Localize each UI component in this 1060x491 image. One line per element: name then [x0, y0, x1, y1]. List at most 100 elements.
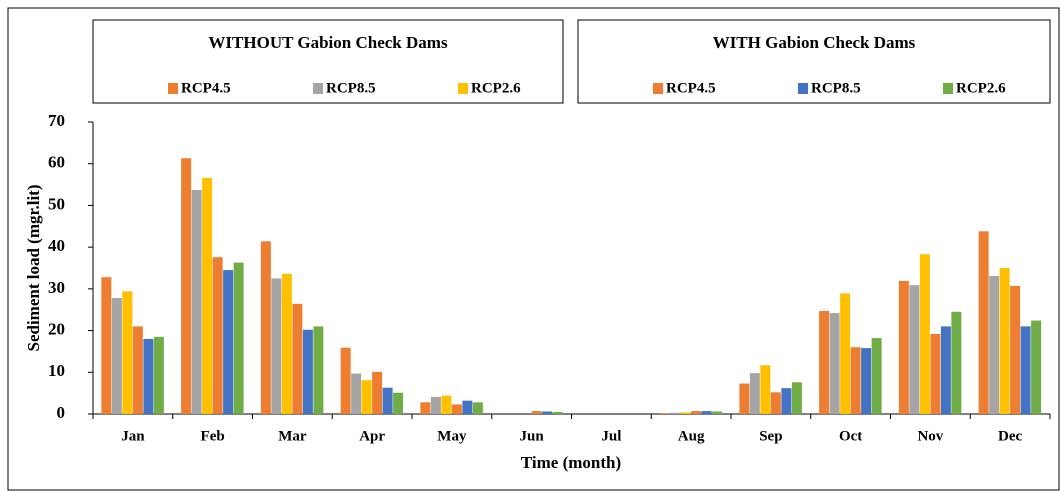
x-tick-label: Nov [917, 428, 943, 444]
bar [441, 395, 452, 414]
y-tick-label: 50 [48, 194, 65, 213]
bar [302, 329, 313, 414]
legend-label: RCP4.5 [666, 80, 716, 96]
x-tick-label: Jul [601, 428, 621, 444]
x-tick-label: Sep [759, 428, 782, 444]
bar [472, 402, 483, 414]
legend-swatch [168, 83, 178, 94]
bar [191, 189, 202, 414]
legend-swatch [653, 83, 663, 94]
x-axis-label: Time (month) [521, 453, 621, 472]
x-tick-label: Dec [998, 428, 1022, 444]
bar [260, 241, 271, 414]
y-tick-label: 60 [48, 153, 65, 172]
y-tick-label: 70 [48, 111, 65, 130]
bar [701, 411, 712, 414]
y-tick-label: 20 [48, 319, 65, 338]
x-tick-label: Apr [359, 428, 385, 444]
x-tick-label: Jun [520, 428, 545, 444]
y-tick-label: 30 [48, 278, 65, 297]
bar [233, 262, 244, 414]
bar [691, 411, 702, 414]
bar [951, 311, 962, 414]
bar [202, 177, 213, 414]
bar [760, 365, 771, 414]
bar [999, 268, 1010, 414]
bar [819, 310, 830, 414]
x-tick-label: Jan [121, 428, 145, 444]
legend-box [577, 19, 1051, 104]
bar [871, 338, 882, 414]
bar [749, 373, 760, 414]
bar [143, 338, 154, 414]
legend-label: RCP8.5 [811, 80, 861, 96]
bar [1031, 320, 1042, 414]
bar [451, 404, 462, 414]
x-tick-label: Feb [201, 428, 225, 444]
bar [372, 371, 383, 414]
bar [292, 303, 303, 414]
legend-swatch [313, 83, 323, 94]
bar [361, 380, 372, 414]
bar [153, 336, 164, 414]
legend-title: WITHOUT Gabion Check Dams [208, 33, 448, 52]
bar [712, 411, 723, 414]
legend-title: WITH Gabion Check Dams [713, 33, 916, 52]
bar [840, 293, 851, 414]
bar [1020, 326, 1031, 414]
bar [829, 313, 840, 414]
legend-label: RCP2.6 [956, 80, 1006, 96]
bar [670, 412, 681, 414]
bar [351, 373, 362, 414]
y-tick-label: 10 [48, 361, 65, 380]
bar [420, 402, 431, 414]
bar [930, 333, 941, 414]
bar [281, 273, 292, 414]
bar [101, 277, 112, 414]
bar [919, 254, 930, 414]
bar [111, 298, 122, 414]
bar [898, 280, 909, 414]
x-tick-label: May [437, 428, 467, 444]
legend-swatch [943, 83, 953, 94]
legend-swatch [798, 83, 808, 94]
bar [181, 158, 192, 414]
bar [791, 382, 802, 414]
legend-swatch [458, 83, 468, 94]
legend-label: RCP4.5 [181, 80, 231, 96]
bar [430, 396, 441, 414]
x-tick-label: Aug [678, 428, 705, 444]
bar [680, 412, 691, 414]
x-tick-label: Oct [839, 428, 862, 444]
bar [909, 285, 920, 414]
legend-label: RCP2.6 [471, 80, 521, 96]
bar [659, 413, 670, 414]
bar [382, 387, 393, 414]
bar [1010, 285, 1021, 414]
bar [542, 411, 553, 414]
bar [122, 291, 133, 414]
bar [850, 347, 861, 414]
bar [940, 326, 951, 414]
bar [223, 270, 234, 414]
bar [462, 400, 473, 414]
bar [271, 278, 282, 414]
bar [552, 411, 563, 414]
bar [212, 257, 223, 414]
bar [770, 392, 781, 414]
bar [739, 383, 750, 414]
bar [781, 388, 792, 414]
bar [393, 392, 404, 414]
legend-box [92, 19, 564, 104]
bar [132, 326, 143, 414]
y-axis-label: Sediment load (mgr.lit) [24, 184, 43, 351]
bar [978, 231, 989, 414]
bar [861, 348, 872, 414]
frame [7, 7, 1060, 491]
legend-label: RCP8.5 [326, 80, 376, 96]
y-tick-label: 0 [57, 403, 66, 422]
bar [989, 275, 1000, 414]
bar [531, 411, 542, 414]
y-tick-label: 40 [48, 236, 65, 255]
